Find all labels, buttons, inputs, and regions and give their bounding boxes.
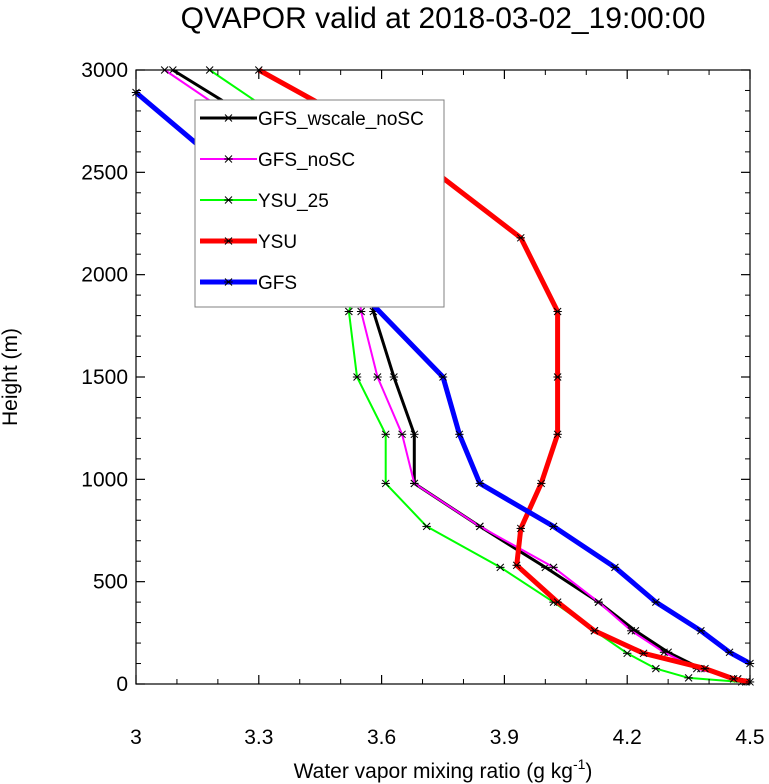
- legend-marker: [224, 237, 233, 245]
- data-point-marker: [373, 373, 382, 381]
- legend-box: [194, 99, 445, 308]
- legend: GFS_wscale_noSC GFS_noSC YSU_25 YSU GFS: [194, 99, 445, 308]
- x-tick-label: 3.9: [490, 726, 519, 749]
- data-point-marker: [651, 598, 661, 606]
- data-point-marker: [512, 561, 521, 570]
- data-point-marker: [455, 430, 464, 439]
- x-axis-label-superscript: -1: [573, 756, 586, 772]
- data-point-marker: [389, 373, 399, 381]
- x-axis-label-end: ): [585, 760, 592, 783]
- legend-item: YSU: [200, 232, 297, 253]
- data-point-marker: [381, 430, 390, 439]
- data-point-marker: [590, 626, 599, 635]
- y-tick-label: 500: [93, 571, 128, 594]
- y-axis-label: Height (m): [0, 328, 22, 426]
- y-tick-label: 1000: [81, 468, 128, 491]
- y-tick-label: 2500: [81, 161, 128, 184]
- legend-marker: [224, 155, 233, 163]
- data-point-marker: [381, 479, 390, 488]
- data-point-marker: [610, 563, 620, 572]
- data-point-marker: [537, 479, 546, 488]
- data-point-marker: [422, 522, 431, 531]
- y-tick-label: 3000: [81, 59, 128, 82]
- data-point-marker: [700, 664, 710, 673]
- legend-label: YSU: [258, 232, 297, 253]
- data-point-marker: [696, 626, 706, 635]
- data-point-marker: [344, 307, 354, 316]
- data-point-marker: [639, 649, 648, 658]
- x-axis-label-main: Water vapor mixing ratio (g kg: [294, 760, 573, 783]
- data-point-marker: [553, 307, 562, 316]
- data-point-marker: [553, 430, 562, 439]
- data-point-marker: [553, 373, 562, 381]
- data-point-marker: [659, 648, 669, 657]
- legend-item: YSU_25: [200, 191, 329, 212]
- legend-label: GFS_noSC: [258, 150, 355, 171]
- data-point-marker: [549, 563, 558, 572]
- legend-items: GFS_wscale_noSC GFS_noSC YSU_25 YSU GFS: [200, 109, 424, 294]
- chart-title: QVAPOR valid at 2018-03-02_19:00:00: [181, 2, 706, 35]
- x-axis-label: Water vapor mixing ratio (g kg-1): [294, 756, 593, 783]
- data-point-marker: [438, 373, 448, 381]
- data-point-marker: [594, 598, 603, 606]
- data-point-marker: [725, 648, 734, 657]
- legend-label: GFS_wscale_noSC: [258, 109, 424, 130]
- legend-marker: [224, 278, 233, 286]
- data-point-marker: [475, 479, 485, 488]
- legend-label: GFS: [258, 273, 297, 294]
- data-point-marker: [627, 626, 636, 635]
- data-point-marker: [623, 649, 632, 658]
- x-tick-label: 3.3: [244, 726, 273, 749]
- legend-item: GFS_wscale_noSC: [200, 109, 424, 130]
- data-point-marker: [475, 522, 485, 531]
- data-point-marker: [729, 675, 738, 683]
- legend-item: GFS: [200, 273, 297, 294]
- data-point-marker: [410, 479, 419, 488]
- series-YSU: [254, 66, 755, 686]
- y-tick-label: 1500: [81, 366, 128, 389]
- data-point-marker: [684, 674, 693, 682]
- x-tick-label: 3: [130, 726, 142, 749]
- data-point-marker: [410, 430, 419, 439]
- data-point-marker: [553, 598, 562, 606]
- data-point-marker: [651, 664, 661, 673]
- legend-item: GFS_noSC: [200, 150, 355, 171]
- data-point-marker: [356, 307, 366, 316]
- data-point-marker: [496, 563, 505, 572]
- y-tick-label: 2000: [81, 264, 128, 287]
- data-point-marker: [352, 373, 362, 381]
- legend-marker: [224, 196, 233, 204]
- data-point-marker: [516, 524, 525, 533]
- legend-label: YSU_25: [258, 191, 329, 212]
- x-tick-label: 4.5: [735, 726, 764, 749]
- y-tick-label: 0: [116, 673, 128, 696]
- data-point-marker: [549, 522, 558, 531]
- x-tick-label: 3.6: [367, 726, 396, 749]
- axis-ticks: 3 3.3 3.6 3.9 4.2 4.5 0 500 1000 1500 2000 2500 3000: [81, 59, 764, 749]
- legend-marker: [224, 114, 233, 122]
- x-tick-label: 4.2: [613, 726, 642, 749]
- data-point-marker: [516, 233, 525, 242]
- data-point-marker: [397, 430, 407, 439]
